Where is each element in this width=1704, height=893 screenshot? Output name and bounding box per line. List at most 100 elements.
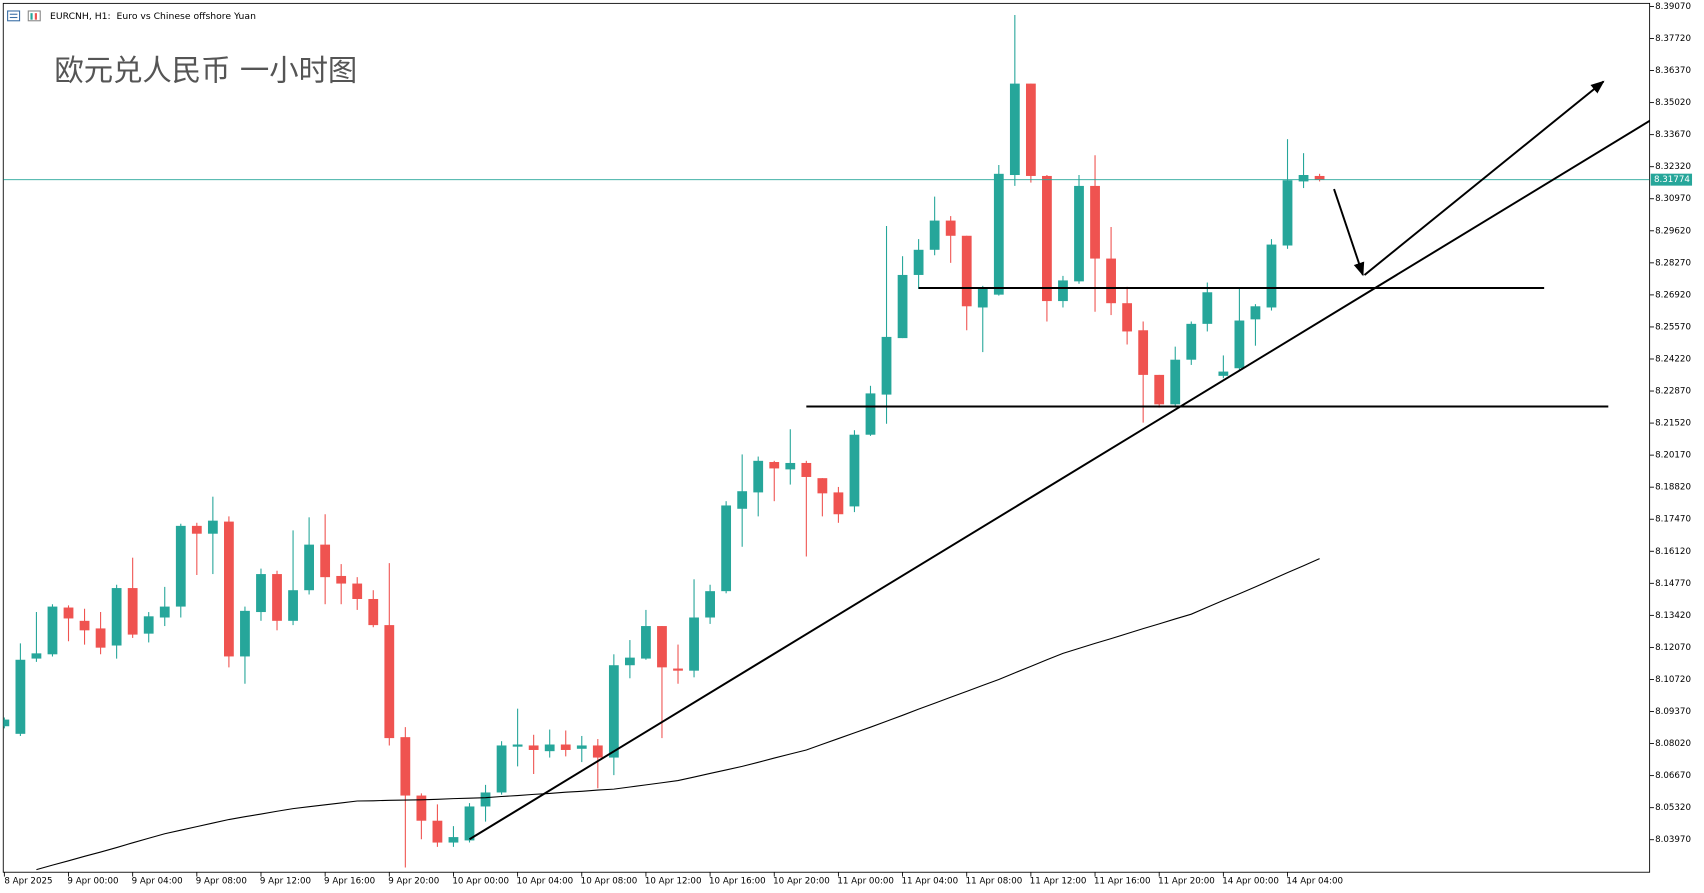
candle-body [1314,175,1325,180]
candle-body [576,745,587,749]
candle-body [15,659,26,734]
y-tick-label: 8.14770 [1655,579,1691,589]
candle-body [673,668,683,671]
y-tick-label: 8.21520 [1655,419,1691,429]
x-tick-label: 14 Apr 00:00 [1222,876,1279,886]
candle-body [3,719,10,727]
candle-body [1138,330,1149,375]
x-tick-label: 10 Apr 04:00 [517,876,574,886]
x-tick-label: 10 Apr 16:00 [709,876,766,886]
header-icons [7,10,41,22]
x-tick-label: 8 Apr 2025 [4,876,52,886]
candle-body [63,607,74,619]
candle-body [256,574,266,613]
candle-body [1090,185,1100,259]
candle-body [224,521,234,657]
x-tick-label: 11 Apr 20:00 [1158,876,1215,886]
candle-body [624,657,635,666]
candle-body [753,460,764,493]
x-tick-label: 10 Apr 00:00 [452,876,509,886]
candle-body [464,806,475,841]
x-tick-label: 11 Apr 16:00 [1094,876,1151,886]
candle-body [416,795,427,821]
candle-body [737,491,748,509]
y-tick-label: 8.24220 [1655,354,1691,364]
candle-body [913,249,924,275]
y-tick-label: 8.08020 [1655,739,1691,749]
y-tick-label: 8.22870 [1655,387,1691,397]
y-tick-label: 8.32320 [1655,162,1691,172]
candle-body [1042,175,1052,302]
y-tick-label: 8.26920 [1655,290,1691,300]
annotation: 欧元兑人民币 一小时图 [54,53,357,87]
candle-body [1106,258,1116,304]
x-tick-label: 9 Apr 20:00 [388,876,439,886]
candle-body [320,544,331,578]
candle-body [657,626,667,668]
x-tick-label: 10 Apr 08:00 [581,876,638,886]
candle-body [1186,323,1197,360]
arrow [1363,80,1605,276]
candle-body [641,626,651,659]
candle-body [945,220,956,236]
candle-body [143,616,154,634]
candle-body [1122,303,1133,332]
candle-body [833,492,844,515]
x-tick-label: 11 Apr 04:00 [901,876,958,886]
candle-body [1266,244,1277,308]
x-tick-label: 9 Apr 04:00 [132,876,183,886]
candle-body [111,588,122,646]
candle-body [31,653,42,659]
candle-body [79,620,90,631]
arrow [1333,188,1365,277]
candle-body [127,588,138,635]
candle-body [1170,359,1181,405]
candle-body [721,505,732,592]
candle-body [1250,306,1261,320]
candle-body [159,606,170,618]
axes: 8.39070 8.37720 8.36370 8.35020 8.33670 8.323… [3,2,1693,886]
candle-body [496,745,507,793]
candle-body [240,610,250,657]
y-tick-label: 8.12070 [1655,643,1691,653]
candle-body [705,591,715,618]
moving-average [36,558,1320,871]
candle-body [288,590,298,621]
candle-body [448,837,459,843]
candle-body [977,288,988,308]
candle-body [47,606,58,655]
candle-body [897,274,908,339]
current-price-box [1650,173,1693,186]
y-tick-label: 8.06670 [1655,771,1691,781]
x-tick-label: 9 Apr 12:00 [260,876,311,886]
y-tick-label: 8.28270 [1655,258,1691,268]
plot-area [3,15,1650,871]
chart-title: EURCNH, H1: Euro vs Chinese offshore Yua… [50,11,256,22]
candle-body [1202,292,1213,324]
candle-body [1234,320,1245,369]
x-tick-label: 9 Apr 16:00 [324,876,375,886]
candle-body [272,574,282,621]
candle-body [849,434,860,507]
candle-body [592,745,603,758]
candle-body [304,544,314,591]
candle-body [560,744,571,750]
candle-body [480,792,491,807]
candle-body [961,235,972,307]
candle-body [769,462,780,469]
y-tick-label: 8.35020 [1655,98,1691,108]
candle-body [400,737,411,796]
candle-body [95,628,106,648]
x-tick-label: 9 Apr 08:00 [196,876,247,886]
x-tick-label: 14 Apr 04:00 [1286,876,1343,886]
candle-body [336,575,347,584]
candle-body [512,744,523,747]
y-tick-label: 8.36370 [1655,66,1691,76]
y-tick-label: 8.10720 [1655,675,1691,685]
candle-body [1074,185,1084,282]
candle-body [1298,175,1309,182]
current-price-label: 8.31774 [1654,175,1690,185]
candle-body [432,820,443,843]
